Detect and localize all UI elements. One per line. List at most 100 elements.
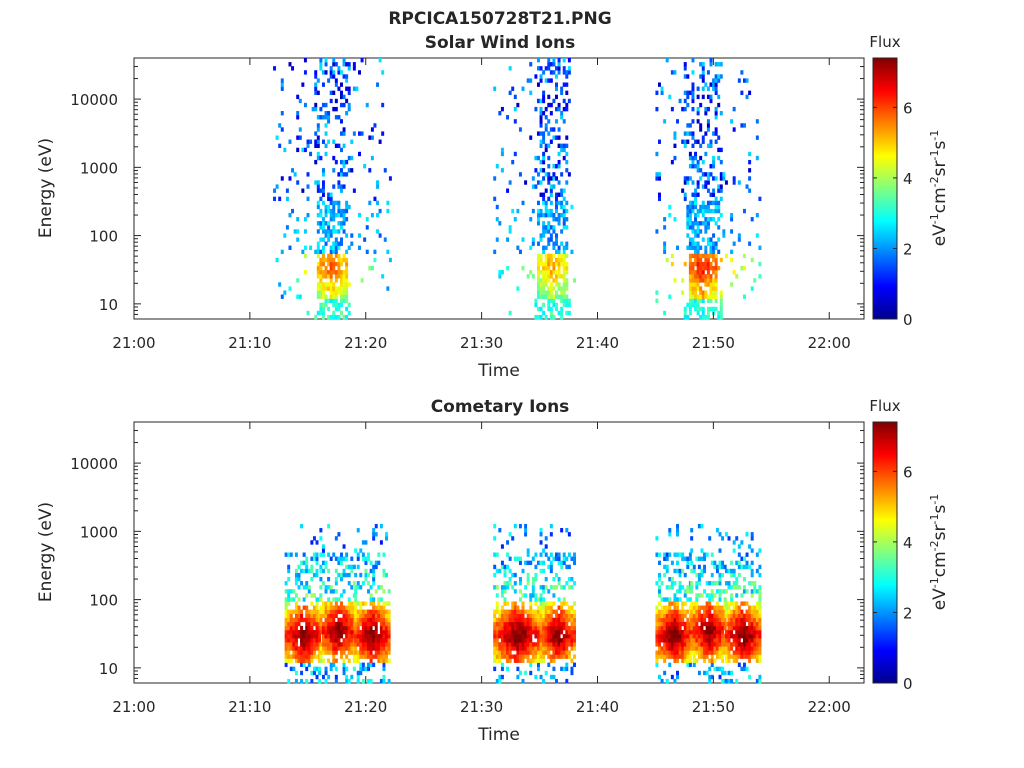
heatmap-cell (544, 585, 548, 590)
heatmap-cell (387, 589, 391, 594)
heatmap-cell (701, 62, 705, 67)
heatmap-cell (327, 314, 331, 320)
heatmap-cell (670, 634, 674, 639)
heatmap-cell (696, 229, 700, 234)
heatmap-cell (713, 564, 717, 570)
heatmap-cell (361, 662, 365, 667)
heatmap-cell (697, 617, 701, 623)
heatmap-cell (352, 188, 356, 193)
heatmap-cell (503, 568, 507, 574)
heatmap-cell (742, 621, 746, 627)
heatmap-cell (732, 241, 736, 246)
heatmap-cell (337, 286, 341, 291)
heatmap-cell (658, 617, 661, 623)
heatmap-cell (382, 646, 386, 651)
heatmap-cell (547, 241, 551, 246)
heatmap-cell (565, 282, 569, 287)
heatmap-cell (518, 654, 522, 659)
heatmap-cell (742, 613, 746, 619)
heatmap-cell (696, 221, 700, 226)
heatmap-cell (724, 605, 728, 610)
heatmap-cell (321, 650, 325, 655)
heatmap-cell (688, 257, 692, 263)
heatmap-cell (319, 646, 323, 651)
heatmap-cell (327, 119, 331, 124)
panel-2-frame (133, 421, 865, 684)
heatmap-cell (696, 184, 700, 189)
heatmap-cell (683, 106, 687, 112)
heatmap-cell (529, 625, 533, 631)
heatmap-cell (321, 286, 325, 291)
heatmap-cell (524, 670, 528, 676)
heatmap-cell (350, 241, 354, 246)
heatmap-cell (713, 650, 717, 655)
heatmap-cell (542, 605, 546, 610)
heatmap-cell (748, 581, 752, 586)
heatmap-cell (699, 245, 703, 250)
heatmap-cell (526, 621, 530, 627)
heatmap-cell (717, 184, 721, 189)
heatmap-cell (518, 249, 522, 255)
heatmap-cell (539, 658, 543, 663)
heatmap-cell (715, 568, 719, 574)
heatmap-cell (753, 625, 757, 631)
heatmap-cell (337, 532, 341, 537)
heatmap-cell (660, 613, 664, 619)
heatmap-cell (531, 589, 535, 594)
heatmap-cell (745, 609, 749, 614)
heatmap-cell (347, 86, 351, 91)
heatmap-cell (663, 119, 667, 124)
heatmap-cell (552, 176, 556, 181)
heatmap-cell (557, 249, 561, 255)
heatmap-cell (312, 609, 316, 614)
heatmap-cell (696, 159, 700, 165)
heatmap-cell (316, 200, 320, 206)
heatmap-cell (314, 139, 318, 144)
heatmap-cell (385, 646, 389, 651)
heatmap-cell (500, 642, 504, 647)
heatmap-cell (668, 528, 672, 533)
colorbar-tick-label: 6 (903, 99, 913, 117)
heatmap-cell (345, 200, 349, 206)
heatmap-cell (354, 593, 358, 598)
heatmap-cell (307, 617, 311, 623)
heatmap-cell (714, 306, 718, 312)
heatmap-cell (352, 131, 356, 136)
heatmap-cell (722, 172, 726, 177)
heatmap-cell (562, 70, 566, 75)
heatmap-cell (688, 253, 692, 259)
heatmap-cell (719, 184, 723, 189)
heatmap-cell (565, 654, 569, 659)
heatmap-cell (324, 670, 328, 676)
heatmap-cell (750, 560, 754, 566)
heatmap-cell (737, 621, 741, 627)
heatmap-cell (340, 261, 343, 267)
heatmap-cell (721, 629, 725, 635)
heatmap-cell (301, 249, 305, 255)
heatmap-cell (557, 261, 561, 267)
heatmap-cell (287, 601, 291, 606)
heatmap-cell (706, 261, 710, 267)
heatmap-cell (694, 241, 698, 246)
heatmap-cell (300, 609, 304, 614)
heatmap-cell (534, 597, 538, 602)
heatmap-cell (305, 650, 309, 655)
heatmap-cell (665, 58, 669, 63)
heatmap-cell (755, 678, 759, 684)
heatmap-cell (683, 589, 687, 594)
heatmap-cell (294, 625, 298, 631)
heatmap-cell (557, 58, 561, 63)
heatmap-cell (678, 617, 682, 623)
heatmap-cell (511, 617, 515, 623)
heatmap-cell (715, 605, 719, 610)
heatmap-cell (364, 634, 368, 639)
heatmap-cell (327, 609, 331, 614)
heatmap-cell (688, 294, 692, 299)
heatmap-cell (493, 523, 497, 529)
heatmap-cell (319, 208, 323, 214)
heatmap-cell (562, 119, 566, 124)
heatmap-cell (701, 78, 705, 83)
heatmap-cell (498, 658, 502, 663)
heatmap-cell (668, 613, 672, 619)
